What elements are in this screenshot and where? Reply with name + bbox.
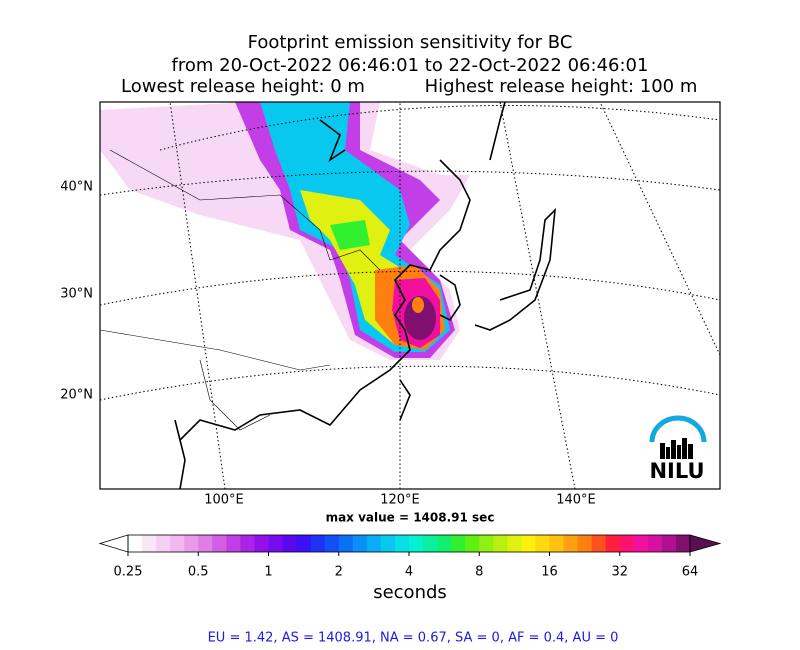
colorbar: 0.25 0.5 1 2 4 8 16 32 64: [98, 534, 722, 580]
lon-label: 140°E: [556, 493, 596, 508]
colorbar-segment: [184, 535, 199, 552]
coastline: [179, 159, 471, 441]
colorbar-segment: [423, 535, 438, 552]
colorbar-segment: [338, 535, 354, 552]
colorbar-tick-label: 64: [682, 565, 699, 580]
coastline: [174, 419, 186, 489]
colorbar-segment: [591, 535, 607, 552]
colorbar-segment: [437, 535, 452, 552]
colorbar-segment: [352, 535, 368, 552]
colorbar-segment: [577, 535, 593, 552]
colorbar-segment: [479, 535, 494, 552]
colorbar-segment: [493, 535, 508, 552]
coastline: [399, 379, 411, 421]
colorbar-under: [98, 534, 129, 553]
colorbar-segment: [507, 535, 522, 552]
plume: [330, 220, 370, 250]
colorbar-tick-label: 0.25: [114, 565, 143, 580]
colorbar-segment: [226, 535, 241, 552]
colorbar-segment: [675, 535, 691, 552]
plume-core: [412, 297, 424, 313]
colorbar-segment: [619, 535, 635, 552]
colorbar-tick-label: 4: [405, 565, 413, 580]
colorbar-segment: [268, 535, 284, 552]
colorbar-tick-label: 8: [475, 565, 483, 580]
colorbar-segment: [198, 535, 213, 552]
colorbar-segment: [647, 535, 663, 552]
parallel: [100, 365, 720, 401]
border: [109, 149, 381, 271]
coastline: [439, 274, 461, 322]
colorbar-tick-label: 0.5: [188, 565, 209, 580]
colorbar-segment: [380, 535, 396, 552]
colorbar-segment: [212, 535, 227, 552]
colorbar-segment: [409, 535, 424, 552]
colorbar-tick-label: 16: [541, 565, 558, 580]
meridian: [599, 102, 720, 356]
parallel: [100, 270, 720, 306]
colorbar-segment: [254, 535, 269, 552]
colorbar-segment: [310, 535, 326, 552]
parallel: [159, 104, 720, 151]
plume-core: [404, 296, 436, 340]
lat-label: 30°N: [60, 287, 93, 302]
colorbar-tick-label: 32: [611, 565, 628, 580]
colorbar-tick-label: 2: [335, 565, 343, 580]
border: [199, 359, 271, 431]
colorbar-segment: [240, 535, 255, 552]
colorbar-label: seconds: [373, 582, 447, 603]
colorbar-over: [689, 534, 722, 553]
colorbar-segment: [282, 535, 298, 552]
lowest-release: Lowest release height: 0 m: [121, 76, 365, 97]
title-line: from 20-Oct-2022 06:46:01 to 22-Oct-2022…: [172, 55, 649, 76]
colorbar-segment: [142, 535, 157, 552]
colorbar-segment: [535, 535, 550, 552]
coastline: [319, 119, 346, 163]
colorbar-segment: [394, 535, 410, 552]
lat-label: 20°N: [60, 388, 93, 403]
colorbar-segment: [633, 535, 649, 552]
highest-release: Highest release height: 100 m: [425, 76, 698, 97]
colorbar-segment: [296, 535, 312, 552]
colorbar-segment: [563, 535, 579, 552]
colorbar-segment: [465, 535, 480, 552]
region-summary: EU = 1.42, AS = 1408.91, NA = 0.67, SA =…: [208, 631, 619, 646]
title-line: Footprint emission sensitivity for BC: [248, 32, 573, 53]
map-frame: [99, 101, 721, 490]
colorbar-tick-label: 1: [264, 565, 272, 580]
colorbar-segment: [661, 535, 677, 552]
colorbar-segment: [521, 535, 536, 552]
colorbar-segment: [170, 535, 185, 552]
colorbar-segment: [366, 535, 382, 552]
colorbar-segment: [605, 535, 621, 552]
colorbar-segment: [324, 535, 340, 552]
map: NILU: [100, 102, 720, 489]
max-value: max value = 1408.91 sec: [326, 511, 495, 525]
logo-text: NILU: [649, 459, 704, 483]
colorbar-segment: [451, 535, 466, 552]
lon-label: 100°E: [204, 493, 244, 508]
colorbar-segment: [156, 535, 171, 552]
border: [100, 329, 331, 371]
lat-label: 40°N: [60, 180, 93, 195]
coastline: [489, 102, 506, 161]
colorbar-segment: [549, 535, 565, 552]
logo: NILU: [649, 415, 707, 483]
lon-label: 120°E: [380, 493, 420, 508]
colorbar-segment: [128, 535, 143, 552]
coastline: [474, 207, 557, 331]
parallel: [100, 170, 720, 196]
